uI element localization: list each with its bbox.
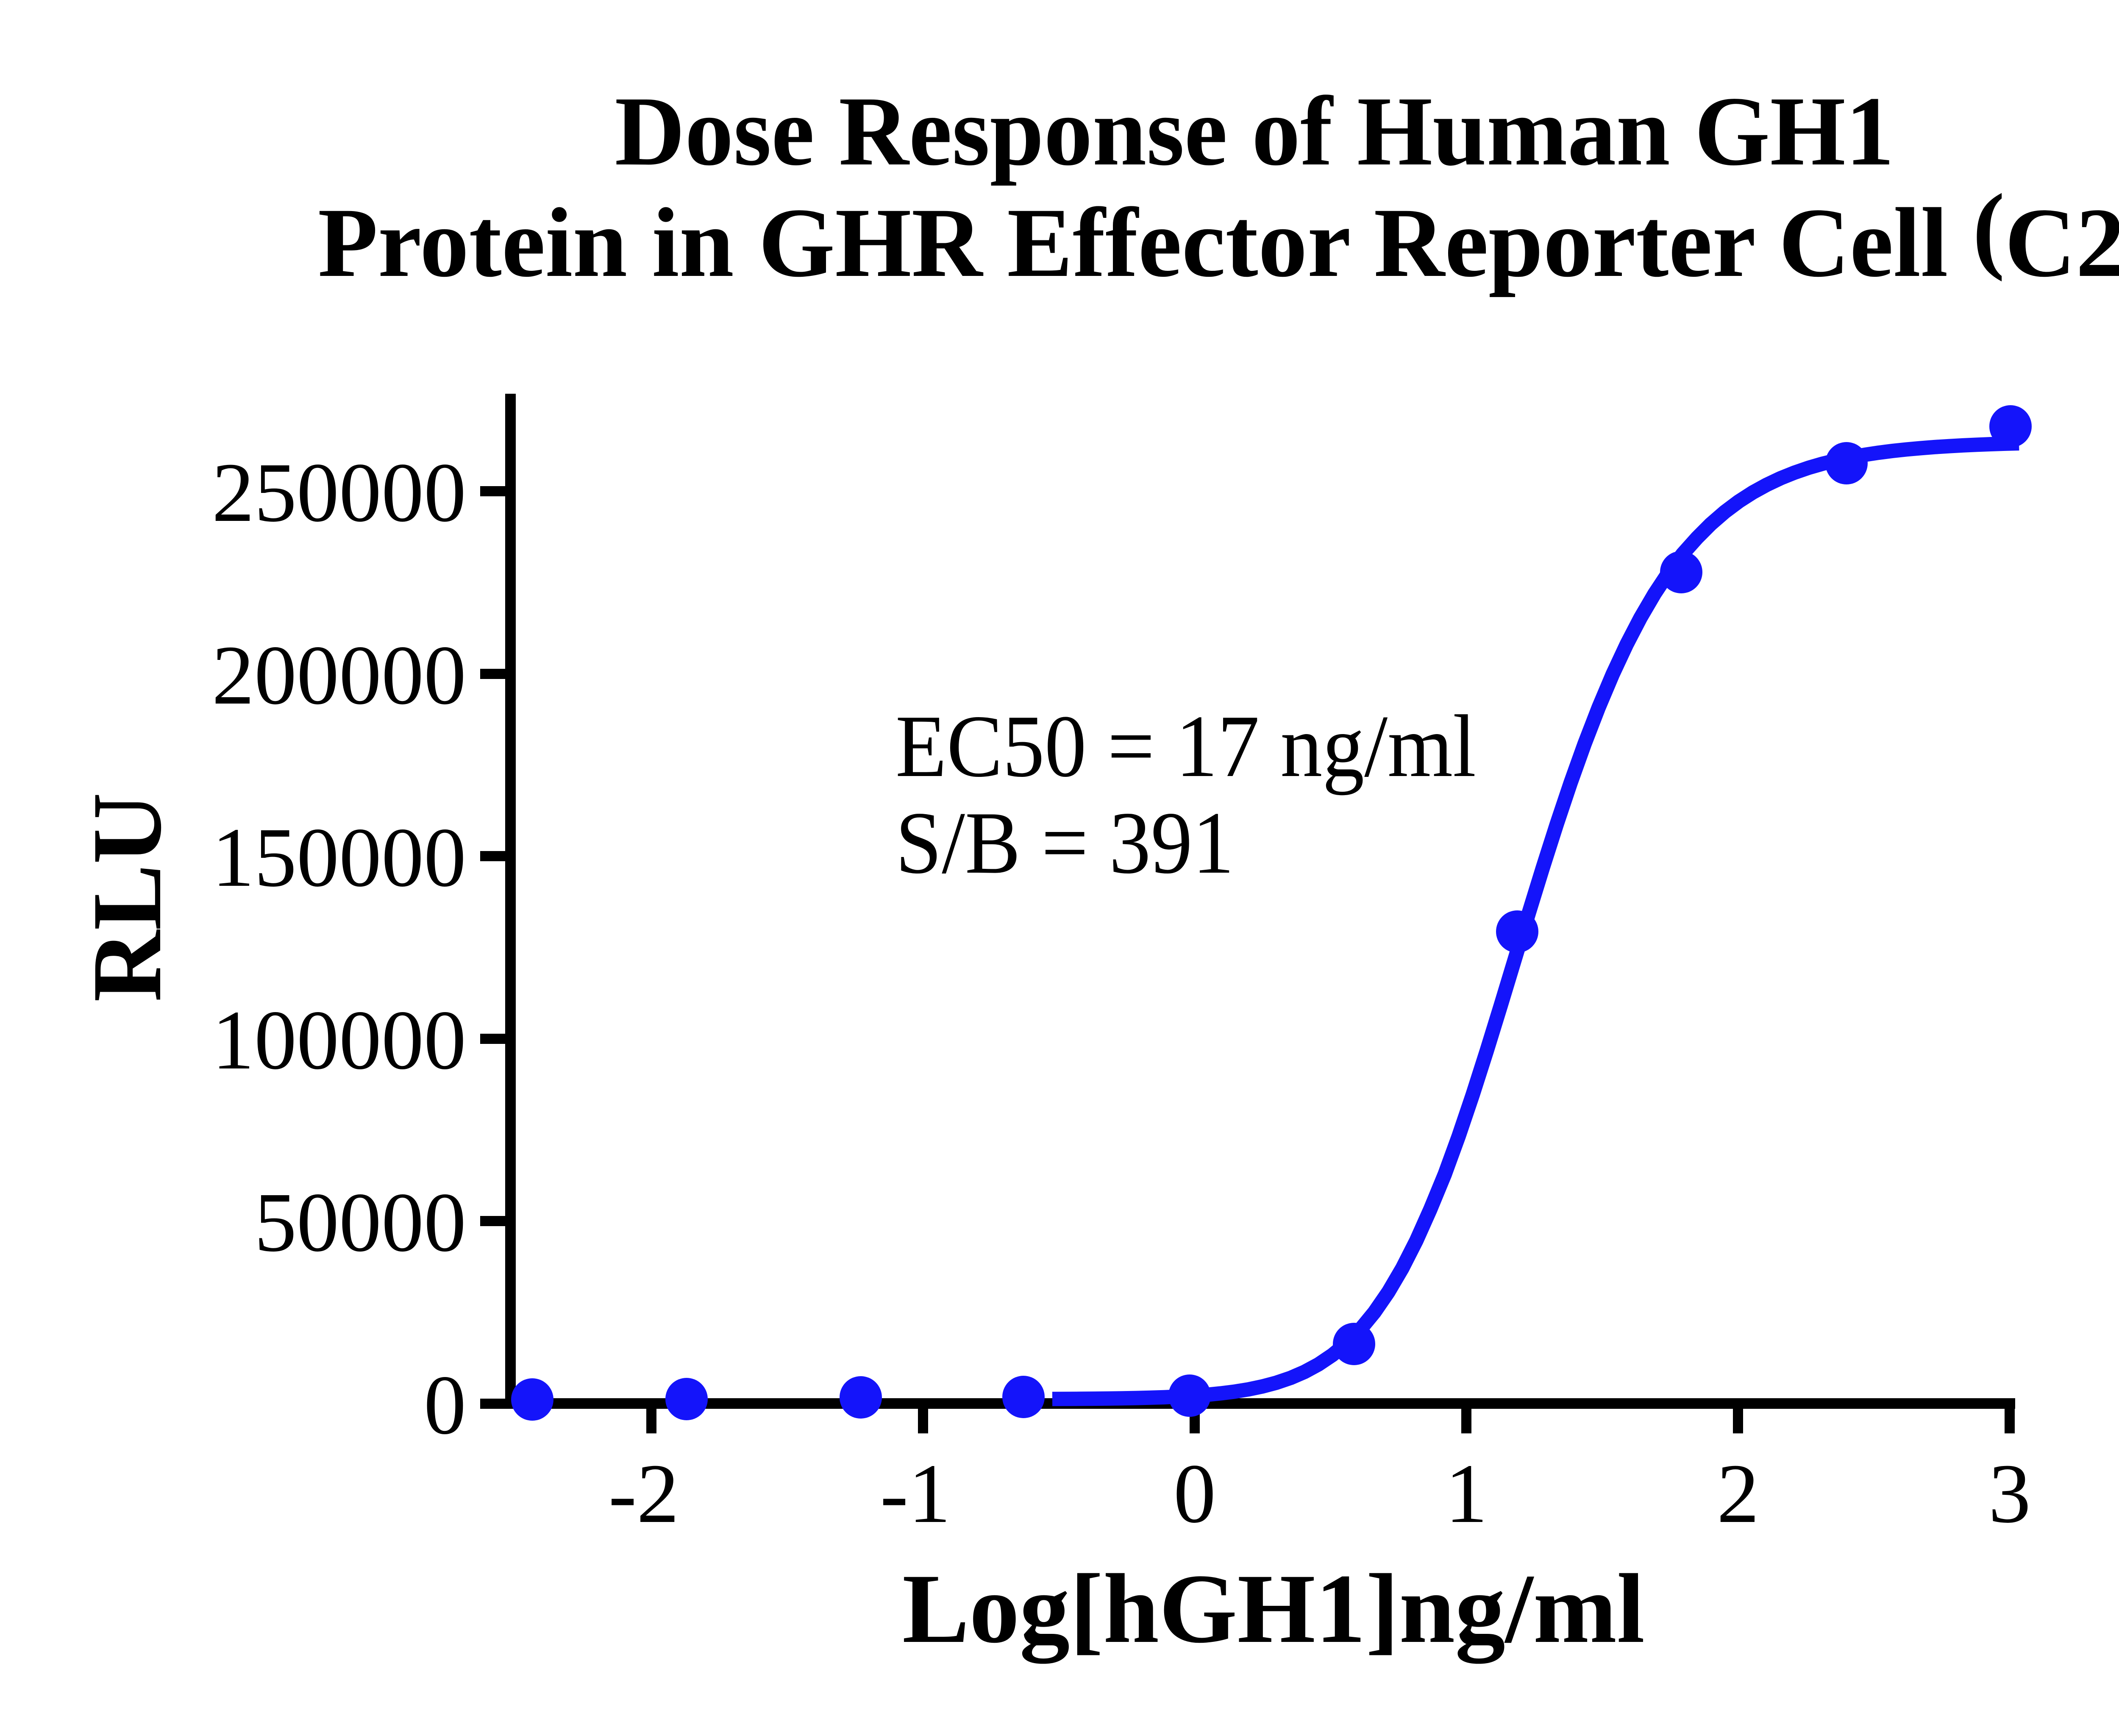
- svg-text:250000: 250000: [212, 446, 466, 540]
- svg-text:150000: 150000: [212, 811, 466, 904]
- svg-text:200000: 200000: [212, 629, 466, 722]
- svg-text:3: 3: [1988, 1447, 2031, 1541]
- svg-text:EC50 = 17 ng/ml: EC50 = 17 ng/ml: [895, 697, 1476, 796]
- svg-text:1: 1: [1445, 1447, 1488, 1541]
- svg-text:RLU: RLU: [72, 793, 182, 1002]
- svg-text:0: 0: [424, 1358, 466, 1452]
- svg-text:2: 2: [1717, 1447, 1759, 1541]
- svg-text:50000: 50000: [254, 1176, 466, 1269]
- svg-text:100000: 100000: [212, 993, 466, 1087]
- svg-text:-1: -1: [880, 1447, 951, 1541]
- svg-text:-2: -2: [609, 1447, 679, 1541]
- svg-text:S/B = 391: S/B = 391: [895, 794, 1234, 892]
- svg-text:Dose Response of Human GH1: Dose Response of Human GH1: [615, 76, 1894, 186]
- svg-text:Protein in GHR Effector Report: Protein in GHR Effector Reporter Cell (C…: [318, 174, 2119, 298]
- svg-text:0: 0: [1174, 1447, 1216, 1541]
- svg-text:Log[hGH1]ng/ml: Log[hGH1]ng/ml: [902, 1553, 1645, 1664]
